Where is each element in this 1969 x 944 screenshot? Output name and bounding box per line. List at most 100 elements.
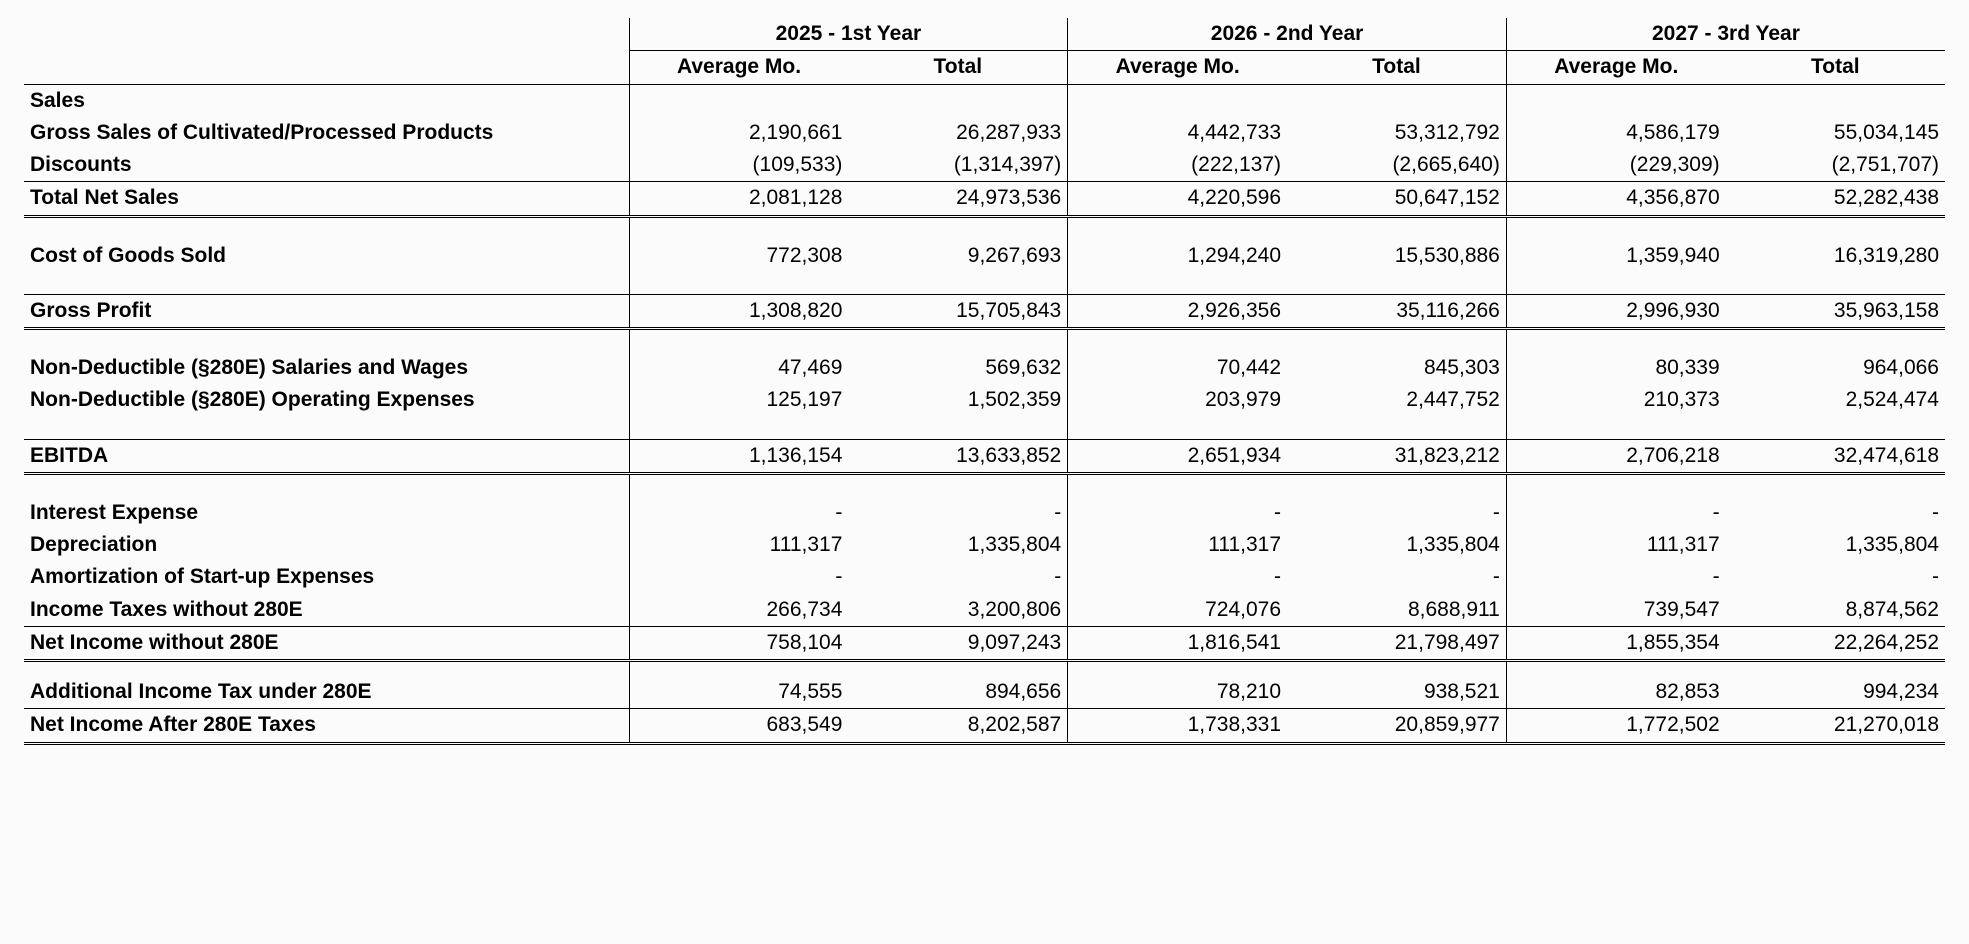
spacer — [24, 417, 1945, 440]
label-gross-sales: Gross Sales of Cultivated/Processed Prod… — [24, 117, 629, 149]
cell: 74,555 — [629, 676, 848, 709]
cell: 16,319,280 — [1726, 240, 1945, 272]
cell: 2,447,752 — [1287, 384, 1506, 416]
cell: 4,356,870 — [1506, 182, 1725, 216]
cell: 569,632 — [848, 352, 1067, 384]
year-header-2025: 2025 - 1st Year — [629, 18, 1068, 51]
subheader-avg: Average Mo. — [1506, 51, 1725, 84]
cell: 78,210 — [1068, 676, 1287, 709]
cell: 1,335,804 — [848, 529, 1067, 561]
cell: 964,066 — [1726, 352, 1945, 384]
cell: 24,973,536 — [848, 182, 1067, 216]
label-cogs: Cost of Goods Sold — [24, 240, 629, 272]
cell: (109,533) — [629, 149, 848, 182]
row-net-income-no-280e: Net Income without 280E 758,104 9,097,24… — [24, 626, 1945, 660]
label-amortization: Amortization of Start-up Expenses — [24, 561, 629, 593]
label-income-taxes-no-280e: Income Taxes without 280E — [24, 594, 629, 627]
cell: 739,547 — [1506, 594, 1725, 627]
row-gross-profit: Gross Profit 1,308,820 15,705,843 2,926,… — [24, 294, 1945, 328]
cell: 210,373 — [1506, 384, 1725, 416]
cell: 111,317 — [629, 529, 848, 561]
cell: 35,116,266 — [1287, 294, 1506, 328]
cell: - — [1287, 497, 1506, 529]
cell: 2,926,356 — [1068, 294, 1287, 328]
cell: 31,823,212 — [1287, 439, 1506, 473]
subheader-total: Total — [1287, 51, 1506, 84]
row-nd-salaries: Non-Deductible (§280E) Salaries and Wage… — [24, 352, 1945, 384]
label-additional-tax-280e: Additional Income Tax under 280E — [24, 676, 629, 709]
cell: 4,442,733 — [1068, 117, 1287, 149]
cell: 266,734 — [629, 594, 848, 627]
cell: 13,633,852 — [848, 439, 1067, 473]
cell: - — [1506, 497, 1725, 529]
subheader-total: Total — [1726, 51, 1945, 84]
subheader-total: Total — [848, 51, 1067, 84]
spacer — [24, 329, 1945, 353]
row-net-income-after-280e: Net Income After 280E Taxes 683,549 8,20… — [24, 709, 1945, 743]
cell: 2,706,218 — [1506, 439, 1725, 473]
cell: 125,197 — [629, 384, 848, 416]
cell: 50,647,152 — [1287, 182, 1506, 216]
row-income-taxes-no-280e: Income Taxes without 280E 266,734 3,200,… — [24, 594, 1945, 627]
cell: 994,234 — [1726, 676, 1945, 709]
cell: 47,469 — [629, 352, 848, 384]
cell: 8,688,911 — [1287, 594, 1506, 627]
cell: 21,798,497 — [1287, 626, 1506, 660]
cell: 21,270,018 — [1726, 709, 1945, 743]
label-depreciation: Depreciation — [24, 529, 629, 561]
cell: 1,816,541 — [1068, 626, 1287, 660]
cell: (2,751,707) — [1726, 149, 1945, 182]
cell: 82,853 — [1506, 676, 1725, 709]
row-depreciation: Depreciation 111,317 1,335,804 111,317 1… — [24, 529, 1945, 561]
cell: 111,317 — [1506, 529, 1725, 561]
cell: 9,267,693 — [848, 240, 1067, 272]
cell: - — [1068, 561, 1287, 593]
cell: 758,104 — [629, 626, 848, 660]
cell: 2,996,930 — [1506, 294, 1725, 328]
cell: 724,076 — [1068, 594, 1287, 627]
row-discounts: Discounts (109,533) (1,314,397) (222,137… — [24, 149, 1945, 182]
label-nd-opex: Non-Deductible (§280E) Operating Expense… — [24, 384, 629, 416]
cell: 9,097,243 — [848, 626, 1067, 660]
cell: 35,963,158 — [1726, 294, 1945, 328]
label-net-income-after-280e: Net Income After 280E Taxes — [24, 709, 629, 743]
cell: 15,530,886 — [1287, 240, 1506, 272]
cell: - — [629, 497, 848, 529]
cell: 52,282,438 — [1726, 182, 1945, 216]
cell: 1,359,940 — [1506, 240, 1725, 272]
cell: 938,521 — [1287, 676, 1506, 709]
cell: 683,549 — [629, 709, 848, 743]
cell: 8,202,587 — [848, 709, 1067, 743]
row-gross-sales: Gross Sales of Cultivated/Processed Prod… — [24, 117, 1945, 149]
row-total-net-sales: Total Net Sales 2,081,128 24,973,536 4,2… — [24, 182, 1945, 216]
row-interest-expense: Interest Expense - - - - - - — [24, 497, 1945, 529]
year-header-2026: 2026 - 2nd Year — [1068, 18, 1507, 51]
cell: 894,656 — [848, 676, 1067, 709]
cell: 111,317 — [1068, 529, 1287, 561]
spacer — [24, 216, 1945, 240]
row-cogs: Cost of Goods Sold 772,308 9,267,693 1,2… — [24, 240, 1945, 272]
cell: 80,339 — [1506, 352, 1725, 384]
cell: 1,335,804 — [1287, 529, 1506, 561]
cell: - — [1726, 497, 1945, 529]
cell: 1,294,240 — [1068, 240, 1287, 272]
row-ebitda: EBITDA 1,136,154 13,633,852 2,651,934 31… — [24, 439, 1945, 473]
cell: 53,312,792 — [1287, 117, 1506, 149]
label-gross-profit: Gross Profit — [24, 294, 629, 328]
cell: 772,308 — [629, 240, 848, 272]
label-total-net-sales: Total Net Sales — [24, 182, 629, 216]
cell: 203,979 — [1068, 384, 1287, 416]
cell: - — [848, 497, 1067, 529]
cell: - — [629, 561, 848, 593]
cell: 22,264,252 — [1726, 626, 1945, 660]
label-nd-salaries: Non-Deductible (§280E) Salaries and Wage… — [24, 352, 629, 384]
cell: 2,651,934 — [1068, 439, 1287, 473]
cell: 26,287,933 — [848, 117, 1067, 149]
cell: 3,200,806 — [848, 594, 1067, 627]
cell: - — [1068, 497, 1287, 529]
label-discounts: Discounts — [24, 149, 629, 182]
cell: 845,303 — [1287, 352, 1506, 384]
spacer — [24, 661, 1945, 677]
cell: 70,442 — [1068, 352, 1287, 384]
cell: 2,524,474 — [1726, 384, 1945, 416]
